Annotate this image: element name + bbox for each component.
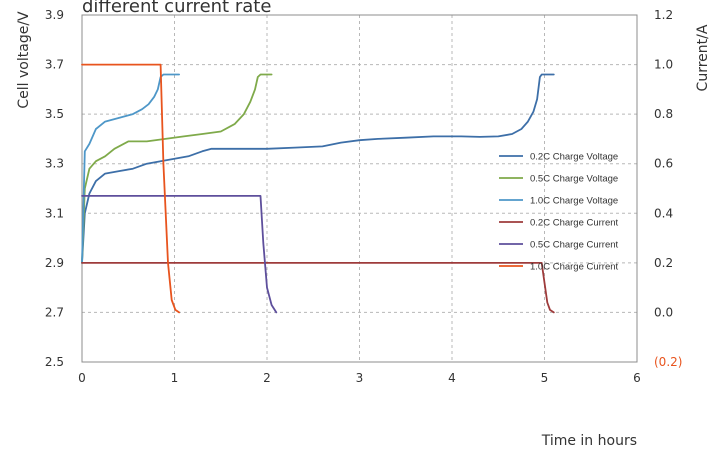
y2-tick-label: 0.0 — [654, 305, 673, 319]
x-tick-label: 2 — [263, 371, 271, 385]
y2-tick-label: 1.2 — [654, 8, 673, 22]
y-tick-label: 3.7 — [45, 58, 64, 72]
series-line-2 — [81, 73, 273, 264]
series-line-4 — [81, 261, 555, 314]
x-axis-title: Time in hours — [541, 433, 637, 449]
series-line-3 — [81, 73, 181, 264]
y-tick-label: 3.5 — [45, 107, 64, 121]
legend-label: 0.5C Charge Current — [530, 240, 619, 251]
series-line-5 — [81, 194, 278, 314]
y-tick-label: 3.3 — [45, 157, 64, 171]
legend-label: 1.0C Charge Current — [530, 262, 619, 273]
y2-tick-label: 1.0 — [654, 58, 673, 72]
y2-tick-label: 0.2 — [654, 256, 673, 270]
y-tick-label: 2.5 — [45, 355, 64, 369]
y2-tick-label: 0.4 — [654, 206, 673, 220]
y2-tick-label: 0.8 — [654, 107, 673, 121]
legend-label: 0.5C Charge Voltage — [530, 174, 618, 185]
y2-tick-label: 0.6 — [654, 157, 673, 171]
plot-frame — [81, 14, 638, 363]
y-axis-title: Cell voltage/V — [16, 11, 32, 109]
chart-title: different current rate — [82, 0, 271, 17]
y-tick-label: 2.9 — [45, 256, 64, 270]
y-tick-label: 2.7 — [45, 305, 64, 319]
series-line-1 — [81, 73, 555, 264]
x-tick-label: 0 — [78, 371, 86, 385]
legend-label: 0.2C Charge Current — [530, 218, 619, 229]
series-layer — [81, 63, 555, 314]
x-tick-label: 6 — [633, 371, 641, 385]
legend-label: 1.0C Charge Voltage — [530, 196, 618, 207]
x-tick-label: 5 — [541, 371, 549, 385]
series-line-6 — [81, 63, 181, 314]
y2-tick-label: (0.2) — [654, 355, 682, 369]
x-tick-label: 4 — [448, 371, 456, 385]
legend: 0.2C Charge Voltage 0.5C Charge Voltage 1.… — [499, 152, 619, 273]
x-tick-label: 3 — [356, 371, 364, 385]
y2-axis-title: Current/A — [695, 24, 711, 91]
y-tick-label: 3.1 — [45, 206, 64, 220]
y-tick-label: 3.9 — [45, 8, 64, 22]
x-tick-label: 1 — [171, 371, 179, 385]
legend-label: 0.2C Charge Voltage — [530, 152, 618, 163]
tick-labels: 0 1 2 3 4 5 6 2.5 2.7 2.9 3.1 3.3 3.5 3.7 3.9 (0.2) 0.0 0… — [45, 8, 683, 385]
